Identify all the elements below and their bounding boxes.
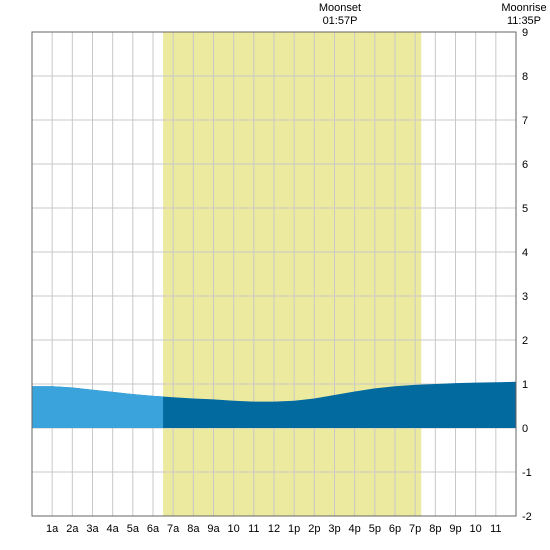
x-tick-label: 7a [167, 523, 180, 535]
x-tick-label: 3a [86, 523, 99, 535]
header-time: 01:57P [310, 15, 370, 28]
y-tick-label: -1 [522, 467, 532, 479]
x-tick-label: 4p [349, 523, 361, 535]
y-tick-label: -2 [522, 511, 532, 523]
x-tick-label: 2p [308, 523, 320, 535]
y-tick-label: 2 [522, 335, 528, 347]
x-tick-label: 5p [369, 523, 381, 535]
x-tick-label: 6p [389, 523, 401, 535]
y-tick-label: 0 [522, 423, 528, 435]
y-tick-label: 5 [522, 203, 528, 215]
header-time: 11:35P [494, 15, 550, 28]
y-tick-label: 9 [522, 27, 528, 39]
chart-svg: -2-101234567891a2a3a4a5a6a7a8a9a1011121p… [0, 0, 550, 550]
x-tick-label: 7p [409, 523, 421, 535]
x-tick-label: 8a [187, 523, 200, 535]
y-tick-label: 6 [522, 159, 528, 171]
x-tick-label: 11 [248, 523, 259, 535]
x-tick-label: 1p [288, 523, 300, 535]
header-title: Moonrise [494, 2, 550, 15]
x-tick-label: 12 [268, 523, 280, 535]
moonset-label: Moonset01:57P [310, 2, 370, 28]
x-tick-label: 8p [429, 523, 441, 535]
header-title: Moonset [310, 2, 370, 15]
x-tick-label: 3p [328, 523, 340, 535]
x-tick-label: 10 [228, 523, 240, 535]
x-tick-label: 6a [147, 523, 160, 535]
y-tick-label: 8 [522, 71, 528, 83]
x-tick-label: 9p [449, 523, 461, 535]
y-tick-label: 3 [522, 291, 528, 303]
y-tick-label: 1 [522, 379, 528, 391]
x-tick-label: 9a [207, 523, 220, 535]
x-tick-label: 2a [66, 523, 79, 535]
y-tick-label: 4 [522, 247, 528, 259]
moonrise-label: Moonrise11:35P [494, 2, 550, 28]
x-tick-label: 11 [490, 523, 501, 535]
x-tick-label: 4a [107, 523, 120, 535]
x-tick-label: 1a [46, 523, 59, 535]
x-tick-label: 5a [127, 523, 140, 535]
tide-chart: -2-101234567891a2a3a4a5a6a7a8a9a1011121p… [0, 0, 550, 550]
x-tick-label: 10 [470, 523, 482, 535]
y-tick-label: 7 [522, 115, 528, 127]
